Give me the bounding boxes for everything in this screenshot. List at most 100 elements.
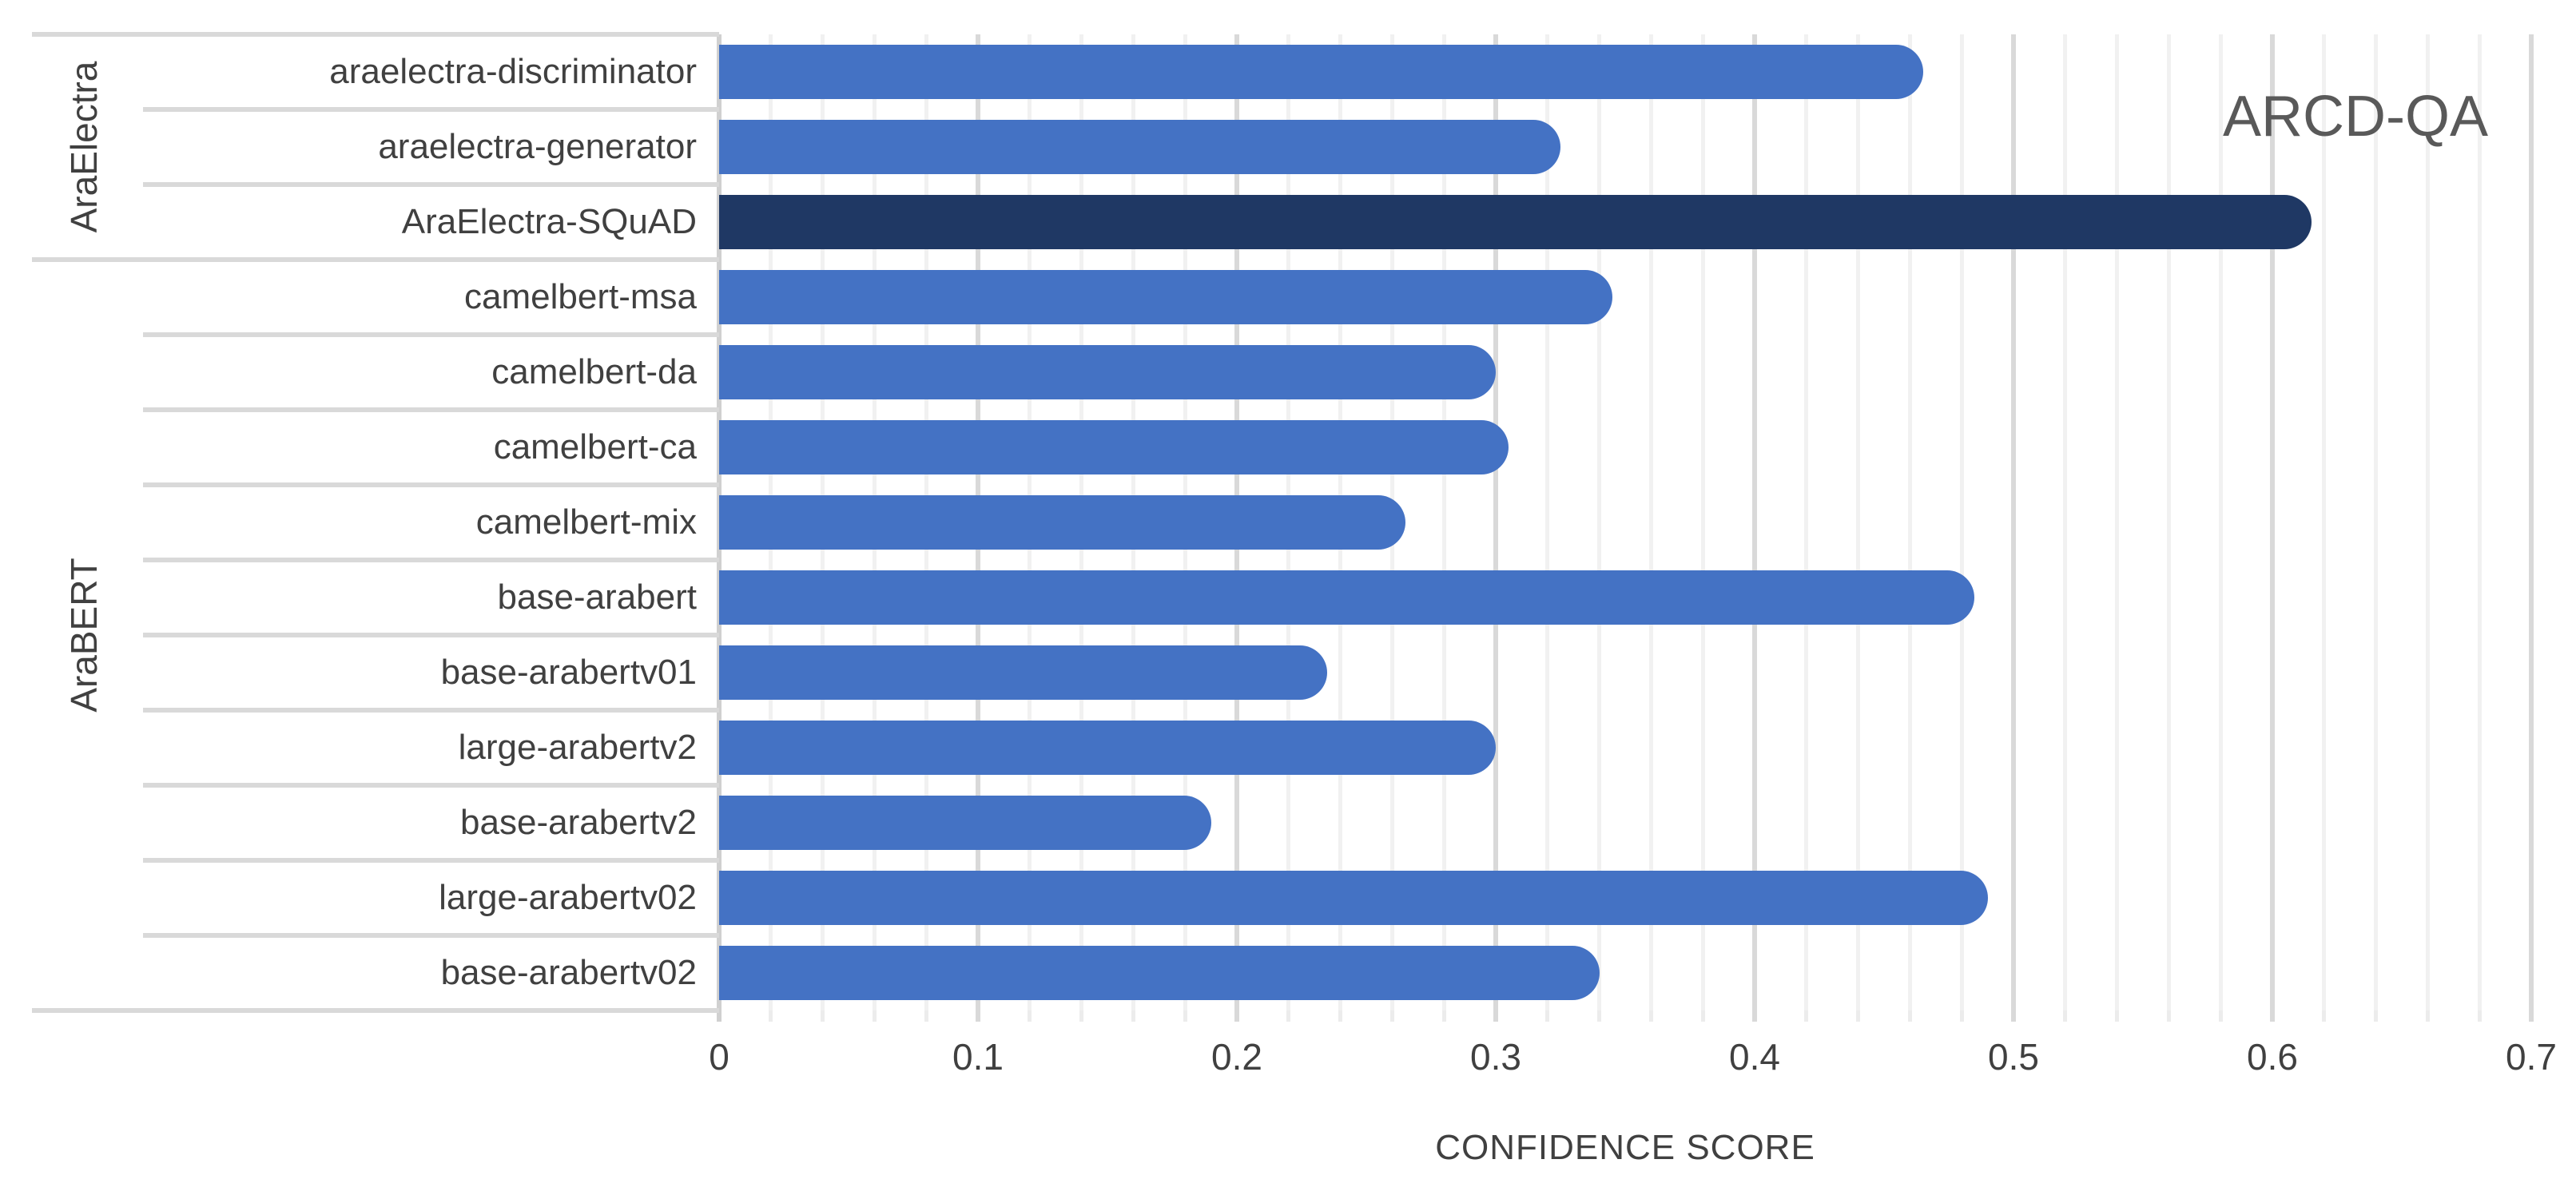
x-tick-label: 0.4 [1729, 1036, 1780, 1078]
bar [719, 796, 1211, 850]
minor-gridline [1959, 34, 1964, 1010]
minor-tick-mark [2425, 1010, 2430, 1022]
category-label: araelectra-discriminator [329, 52, 697, 91]
x-tick-label: 0.3 [1470, 1036, 1521, 1078]
x-tick-label: 0.2 [1211, 1036, 1262, 1078]
minor-gridline [1856, 34, 1861, 1010]
bar [719, 420, 1509, 474]
chart-title: ARCD-QA [2222, 85, 2488, 149]
group-separator-line [32, 257, 719, 262]
major-tick-mark [976, 1010, 980, 1022]
x-tick-label: 0.5 [1988, 1036, 2039, 1078]
minor-gridline [2374, 34, 2379, 1010]
category-separator-line [143, 633, 719, 637]
minor-tick-mark [1959, 1010, 1964, 1022]
minor-gridline [1441, 34, 1446, 1010]
group-separator-line [32, 32, 719, 37]
bar [719, 645, 1328, 700]
minor-tick-mark [769, 1010, 773, 1022]
category-separator-line [143, 182, 719, 187]
minor-tick-mark [1700, 1010, 1705, 1022]
x-axis-title: CONFIDENCE SCORE [1435, 1128, 1815, 1167]
minor-tick-mark [2115, 1010, 2120, 1022]
minor-tick-mark [2374, 1010, 2379, 1022]
category-label: base-arabert [497, 578, 697, 617]
minor-tick-mark [1648, 1010, 1653, 1022]
bar-highlighted [719, 195, 2312, 249]
minor-tick-mark [1338, 1010, 1343, 1022]
category-separator-line [143, 783, 719, 788]
major-gridline [2011, 34, 2016, 1010]
minor-tick-mark [1907, 1010, 1912, 1022]
bar [719, 120, 1560, 174]
minor-tick-mark [2063, 1010, 2068, 1022]
minor-tick-mark [1079, 1010, 1084, 1022]
minor-tick-mark [1441, 1010, 1446, 1022]
category-label: base-arabertv02 [440, 953, 697, 992]
bar [719, 345, 1496, 399]
category-separator-line [143, 107, 719, 112]
category-separator-line [143, 482, 719, 487]
minor-tick-mark [2477, 1010, 2482, 1022]
major-tick-mark [1752, 1010, 1757, 1022]
minor-tick-mark [2218, 1010, 2223, 1022]
x-tick-label: 0.1 [952, 1036, 1004, 1078]
x-tick-label: 0 [709, 1036, 729, 1078]
group-separator-line [32, 1008, 719, 1013]
minor-gridline [2322, 34, 2327, 1010]
category-label: large-arabertv2 [458, 728, 697, 767]
major-tick-mark [2529, 1010, 2534, 1022]
category-label: camelbert-mix [475, 502, 697, 542]
minor-tick-mark [821, 1010, 825, 1022]
bar [719, 495, 1405, 550]
x-tick-label: 0.7 [2506, 1036, 2557, 1078]
minor-tick-mark [872, 1010, 877, 1022]
category-label: base-arabertv2 [460, 803, 697, 842]
minor-tick-mark [1545, 1010, 1550, 1022]
minor-gridline [2166, 34, 2171, 1010]
minor-gridline [2218, 34, 2223, 1010]
bar [719, 570, 1975, 625]
bar [719, 270, 1612, 324]
category-separator-line [143, 858, 719, 863]
minor-tick-mark [1389, 1010, 1394, 1022]
minor-gridline [2063, 34, 2068, 1010]
minor-gridline [1804, 34, 1809, 1010]
major-tick-mark [2011, 1010, 2016, 1022]
major-gridline [2270, 34, 2275, 1010]
category-separator-line [143, 407, 719, 412]
bar [719, 946, 1600, 1000]
major-tick-mark [1234, 1010, 1239, 1022]
minor-tick-mark [1183, 1010, 1187, 1022]
minor-gridline [1597, 34, 1602, 1010]
minor-tick-mark [1131, 1010, 1135, 1022]
bar [719, 45, 1923, 99]
x-tick-label: 0.6 [2247, 1036, 2298, 1078]
major-tick-mark [2270, 1010, 2275, 1022]
category-separator-line [143, 708, 719, 713]
minor-gridline [2425, 34, 2430, 1010]
category-separator-line [143, 332, 719, 337]
bar [719, 721, 1496, 775]
major-gridline [1493, 34, 1498, 1010]
major-gridline [1752, 34, 1757, 1010]
category-separator-line [143, 933, 719, 938]
category-separator-line [143, 558, 719, 562]
minor-tick-mark [1597, 1010, 1602, 1022]
minor-tick-mark [2166, 1010, 2171, 1022]
category-label: camelbert-da [491, 352, 697, 391]
category-label: araelectra-generator [378, 127, 697, 166]
minor-gridline [1907, 34, 1912, 1010]
category-label: camelbert-ca [493, 427, 697, 467]
minor-gridline [1700, 34, 1705, 1010]
minor-tick-mark [1286, 1010, 1291, 1022]
minor-gridline [1648, 34, 1653, 1010]
minor-tick-mark [924, 1010, 928, 1022]
minor-tick-mark [1856, 1010, 1861, 1022]
minor-gridline [1545, 34, 1550, 1010]
minor-tick-mark [2322, 1010, 2327, 1022]
bar [719, 871, 1988, 925]
minor-tick-mark [1804, 1010, 1809, 1022]
minor-tick-mark [1028, 1010, 1032, 1022]
